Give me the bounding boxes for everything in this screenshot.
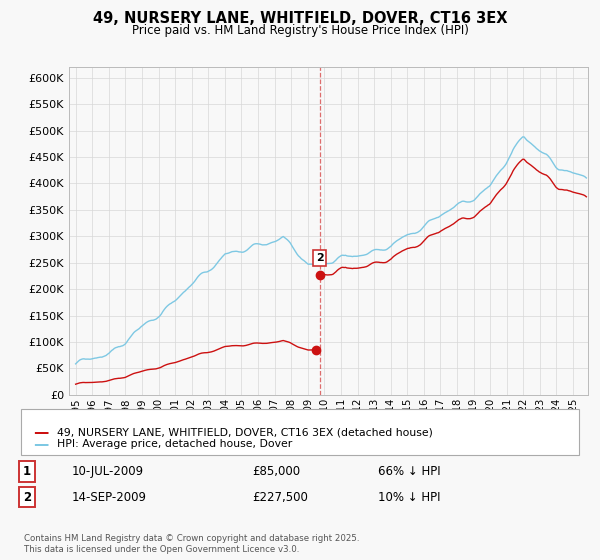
Text: £227,500: £227,500 [252,491,308,504]
Text: 2: 2 [23,491,31,504]
Text: Price paid vs. HM Land Registry's House Price Index (HPI): Price paid vs. HM Land Registry's House … [131,24,469,36]
Text: 14-SEP-2009: 14-SEP-2009 [72,491,147,504]
Text: Contains HM Land Registry data © Crown copyright and database right 2025.
This d: Contains HM Land Registry data © Crown c… [24,534,359,554]
Text: —: — [33,437,49,451]
Text: 49, NURSERY LANE, WHITFIELD, DOVER, CT16 3EX: 49, NURSERY LANE, WHITFIELD, DOVER, CT16… [93,11,507,26]
Text: —: — [33,425,49,440]
Text: 10% ↓ HPI: 10% ↓ HPI [378,491,440,504]
Text: 10-JUL-2009: 10-JUL-2009 [72,465,144,478]
Text: 49, NURSERY LANE, WHITFIELD, DOVER, CT16 3EX (detached house): 49, NURSERY LANE, WHITFIELD, DOVER, CT16… [57,427,433,437]
Text: HPI: Average price, detached house, Dover: HPI: Average price, detached house, Dove… [57,439,292,449]
Text: 1: 1 [23,465,31,478]
Text: £85,000: £85,000 [252,465,300,478]
Text: 2: 2 [316,253,323,263]
Text: 66% ↓ HPI: 66% ↓ HPI [378,465,440,478]
